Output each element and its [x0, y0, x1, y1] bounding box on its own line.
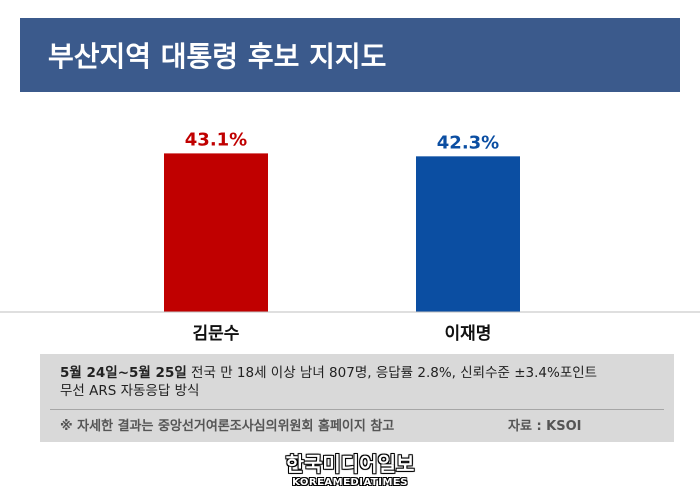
survey-dates: 5월 24일~5월 25일: [60, 365, 187, 381]
reference-note: ※ 자세한 결과는 중앙선거여론조사심의위원회 홈페이지 참고: [60, 419, 395, 434]
bar-1: [164, 153, 268, 312]
value-label-1: 43.1%: [185, 129, 247, 150]
survey-detail-2: 무선 ARS 자동응답 방식: [60, 383, 200, 399]
category-label-2: 이재명: [445, 324, 492, 344]
bar-2: [416, 156, 520, 312]
category-label-1: 김문수: [193, 324, 240, 344]
survey-detail-1: 전국 만 18세 이상 남녀 807명, 응답률 2.8%, 신뢰수준 ±3.4…: [186, 365, 598, 381]
logo-korean: 한국미디어일보: [285, 452, 415, 476]
chart-header: 부산지역 대통령 후보 지지도: [20, 18, 680, 92]
publisher-logo: 한국미디어일보 KOREAMEDIATIMES: [280, 452, 420, 496]
chart-title: 부산지역 대통령 후보 지지도: [48, 40, 387, 73]
survey-info-box: 5월 24일~5월 25일 전국 만 18세 이상 남녀 807명, 응답률 2…: [40, 354, 674, 442]
data-source: 자료 : KSOI: [508, 419, 582, 434]
logo-english: KOREAMEDIATIMES: [292, 477, 408, 488]
bar-chart: 43.1% 김문수 42.3% 이재명: [0, 129, 700, 344]
value-label-2: 42.3%: [437, 132, 499, 153]
footer-divider: [50, 409, 664, 410]
survey-info: 5월 24일~5월 25일 전국 만 18세 이상 남녀 807명, 응답률 2…: [60, 364, 660, 400]
